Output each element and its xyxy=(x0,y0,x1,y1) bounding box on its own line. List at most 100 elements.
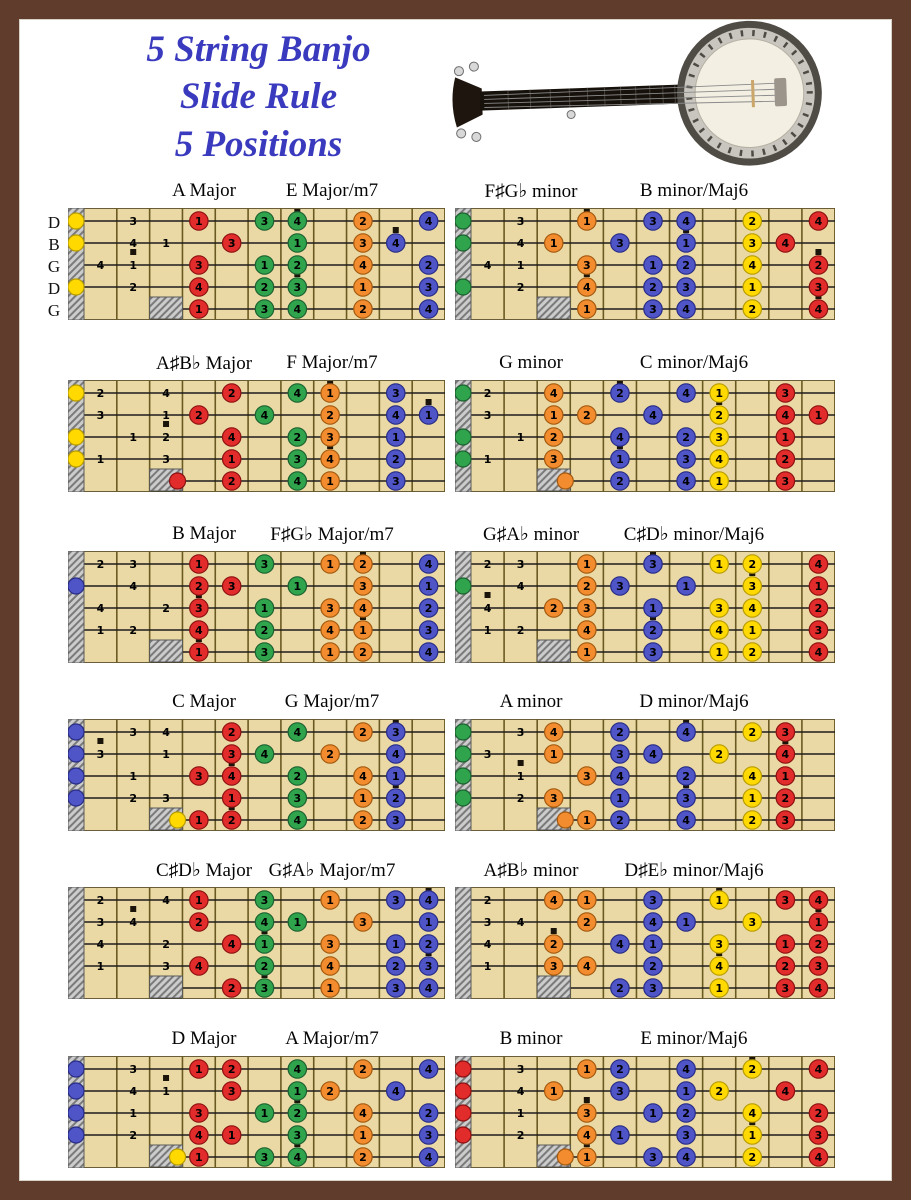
finger-number: 4 xyxy=(815,215,823,228)
note-dot xyxy=(418,620,439,640)
finger-number: 3 xyxy=(162,960,170,973)
banjo-fifth-peg xyxy=(566,109,576,120)
section-label: B Major xyxy=(172,523,236,544)
note-dot xyxy=(221,1081,242,1101)
finger-number: 2 xyxy=(517,281,525,294)
finger-number: 2 xyxy=(815,602,823,615)
note-dot xyxy=(643,255,663,275)
note-dot xyxy=(742,810,763,830)
note-dot xyxy=(610,383,630,403)
note-dot xyxy=(320,383,340,403)
finger-number: 1 xyxy=(782,938,790,951)
note-dot xyxy=(808,620,829,640)
finger-number: 4 xyxy=(583,281,591,294)
note-dot xyxy=(775,383,796,403)
open-string-dot xyxy=(68,1126,85,1144)
finger-number: 4 xyxy=(748,770,756,783)
note-dot xyxy=(808,554,829,574)
note-dot xyxy=(709,620,729,640)
finger-number: 1 xyxy=(649,938,657,951)
note-dot xyxy=(742,299,763,319)
nut xyxy=(455,551,472,663)
fretboard-strip: 2 3 1 1 4 1 2 3 2 2 4 1 2 4 4 2 3 4 1 2 3 4 1 3 4 1 2 3 1 xyxy=(455,380,835,492)
finger-number: 2 xyxy=(228,726,236,739)
finger-number: 4 xyxy=(815,1151,823,1164)
finger-number: 2 xyxy=(649,960,657,973)
finger-number: 1 xyxy=(484,624,492,637)
finger-number: 1 xyxy=(715,387,723,400)
finger-number: 1 xyxy=(682,1085,690,1098)
finger-number: 2 xyxy=(616,1063,624,1076)
finger-number: 1 xyxy=(682,580,690,593)
finger-number: 4 xyxy=(815,558,823,571)
section-label: C♯D♭ minor/Maj6 xyxy=(623,524,765,545)
title-line-2: Slide Rule xyxy=(179,76,338,118)
note-dot xyxy=(353,722,373,742)
note-dot xyxy=(808,1125,829,1145)
note-dot xyxy=(808,934,829,954)
note-dot xyxy=(353,810,373,830)
finger-number: 3 xyxy=(293,281,301,294)
finger-number: 2 xyxy=(616,387,624,400)
note-dot xyxy=(775,405,796,425)
finger-number: 3 xyxy=(715,602,723,615)
note-dot xyxy=(676,1103,696,1123)
note-dot xyxy=(543,427,564,447)
finger-number: 1 xyxy=(195,215,203,228)
finger-number: 1 xyxy=(162,1085,170,1098)
finger-number: 1 xyxy=(326,475,334,488)
finger-number: 1 xyxy=(326,387,334,400)
note-dot xyxy=(287,1125,308,1145)
finger-number: 1 xyxy=(425,580,433,593)
note-dot xyxy=(385,934,406,954)
finger-number: 4 xyxy=(195,1129,203,1142)
finger-number: 3 xyxy=(195,602,203,615)
note-dot xyxy=(543,405,564,425)
finger-number: 3 xyxy=(815,281,823,294)
finger-number: 1 xyxy=(550,748,558,761)
finger-number: 2 xyxy=(392,792,400,805)
note-dot xyxy=(742,576,763,596)
open-string-dot xyxy=(68,723,85,741)
major-strip: 2 4 1 3 4 2 2 1 2 3 4 1 3 3 1 2 3 1 1 3 4 1 2 3 4 1 2 4 1 2 3 4 xyxy=(68,551,445,663)
finger-number: 2 xyxy=(293,1107,301,1120)
finger-number: 3 xyxy=(392,726,400,739)
finger-number: 3 xyxy=(261,215,269,228)
note-dot xyxy=(808,1147,829,1167)
finger-number: 4 xyxy=(782,748,790,761)
chart-title: 5 String Banjo Slide Rule 5 Positions xyxy=(106,26,411,168)
note-dot xyxy=(353,255,373,275)
note-dot xyxy=(742,1125,763,1145)
note-dot xyxy=(643,912,663,932)
finger-number: 4 xyxy=(326,624,334,637)
title-line-1: 5 String Banjo xyxy=(146,29,371,70)
fifth-open-dot xyxy=(556,472,574,490)
note-dot xyxy=(385,1081,406,1101)
note-dot xyxy=(189,277,209,297)
open-string-dot xyxy=(455,1104,472,1122)
note-dot xyxy=(353,766,373,786)
root-marker xyxy=(517,760,524,766)
finger-number: 1 xyxy=(392,770,400,783)
finger-number: 2 xyxy=(583,580,591,593)
note-dot xyxy=(189,598,209,618)
note-dot xyxy=(543,1081,564,1101)
fretboard-strip: 2 4 1 3 4 2 2 1 2 3 4 1 3 3 1 2 3 1 1 3 4 1 2 3 4 1 2 4 1 2 3 4 xyxy=(68,551,445,663)
note-dot xyxy=(676,1059,696,1079)
note-dot xyxy=(577,642,597,662)
finger-number: 1 xyxy=(782,770,790,783)
finger-number: 4 xyxy=(293,814,301,827)
note-dot xyxy=(353,1125,373,1145)
finger-number: 4 xyxy=(392,237,400,250)
finger-number: 2 xyxy=(359,814,367,827)
note-dot xyxy=(643,598,663,618)
note-dot xyxy=(775,890,796,910)
finger-number: 4 xyxy=(517,1085,525,1098)
note-dot xyxy=(709,642,729,662)
note-dot xyxy=(221,449,242,469)
note-dot xyxy=(189,299,209,319)
note-dot xyxy=(221,766,242,786)
finger-number: 2 xyxy=(195,916,203,929)
fretboard xyxy=(455,719,835,831)
minor-strip: 2 4 1 3 4 2 2 1 2 3 4 1 3 3 1 2 3 1 1 3 4 1 2 3 4 1 2 4 1 2 3 4 xyxy=(455,551,835,663)
